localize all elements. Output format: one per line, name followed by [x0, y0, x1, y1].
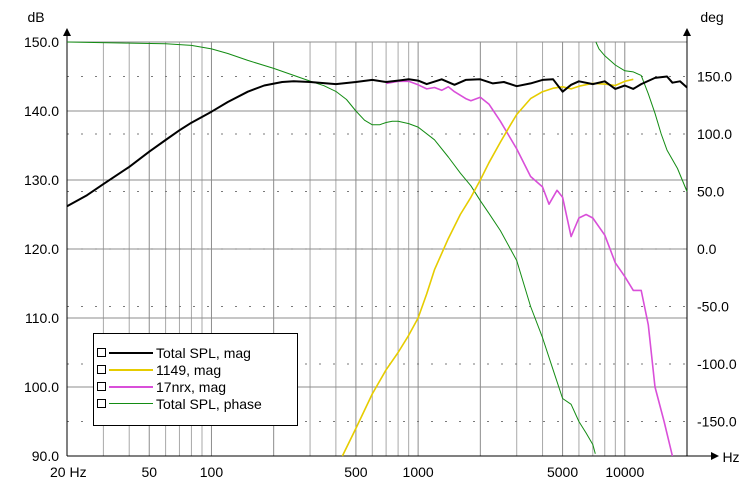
- legend: Total SPL, mag 1149, mag 17nrx, mag Tota…: [93, 333, 298, 426]
- y2-axis-label: deg: [700, 9, 723, 25]
- legend-label: Total SPL, phase: [156, 396, 262, 412]
- series-line-0: [66, 75, 688, 208]
- y2-axis-arrow: [683, 28, 691, 36]
- legend-swatch: [109, 403, 153, 404]
- series-layer: [66, 41, 688, 457]
- series-line-3: [66, 41, 688, 454]
- legend-label: 1149, mag: [156, 362, 222, 378]
- legend-checkbox[interactable]: [97, 382, 106, 391]
- x-tick-label: 100: [200, 464, 224, 480]
- y2-tick-label: 100.0: [697, 126, 732, 142]
- x-tick-label: 500: [344, 464, 368, 480]
- legend-item[interactable]: 17nrx, mag: [94, 379, 297, 396]
- y-tick-label: 110.0: [25, 310, 59, 326]
- x-tick-label: 10000: [605, 464, 644, 480]
- y2-tick-label: 50.0: [697, 184, 724, 200]
- y-tick-label: 140.0: [24, 103, 59, 119]
- legend-checkbox[interactable]: [97, 399, 106, 408]
- legend-swatch: [109, 369, 153, 371]
- legend-item[interactable]: 1149, mag: [94, 362, 297, 379]
- axes: [63, 28, 719, 460]
- y-tick-label: 100.0: [24, 379, 59, 395]
- grid: [66, 41, 688, 457]
- legend-label: 17nrx, mag: [156, 379, 227, 395]
- legend-checkbox[interactable]: [97, 348, 106, 357]
- y2-tick-label: 0.0: [697, 241, 717, 257]
- y2-tick-label: -100.0: [697, 356, 737, 372]
- x-axis-arrow: [711, 452, 719, 460]
- legend-label: Total SPL, mag: [156, 345, 251, 361]
- legend-swatch: [109, 386, 153, 388]
- tick-labels: 150.0 140.0 130.0 120.0 110.0 100.0 90.0 150.0 1…: [24, 34, 737, 480]
- legend-checkbox[interactable]: [97, 365, 106, 374]
- x-tick-label: 20 Hz: [50, 464, 87, 480]
- x-axis-unit: Hz: [722, 449, 739, 465]
- x-tick-label: 50: [141, 464, 157, 480]
- y-tick-label: 150.0: [24, 34, 59, 50]
- y2-tick-label: -150.0: [697, 414, 737, 430]
- y2-tick-label: -50.0: [697, 299, 729, 315]
- legend-item[interactable]: Total SPL, mag: [94, 345, 297, 362]
- x-tick-label: 1000: [403, 464, 434, 480]
- legend-item[interactable]: Total SPL, phase: [94, 396, 297, 413]
- y-tick-label: 130.0: [24, 172, 59, 188]
- y-tick-label: 120.0: [24, 241, 59, 257]
- series-line-1: [341, 78, 634, 457]
- y-tick-label: 90.0: [32, 448, 59, 464]
- y2-tick-label: 150.0: [697, 69, 732, 85]
- y-axis-arrow: [63, 28, 71, 36]
- y-axis-label: dB: [27, 9, 44, 25]
- series-line-2: [385, 80, 674, 457]
- legend-swatch: [109, 352, 153, 354]
- x-tick-label: 5000: [547, 464, 578, 480]
